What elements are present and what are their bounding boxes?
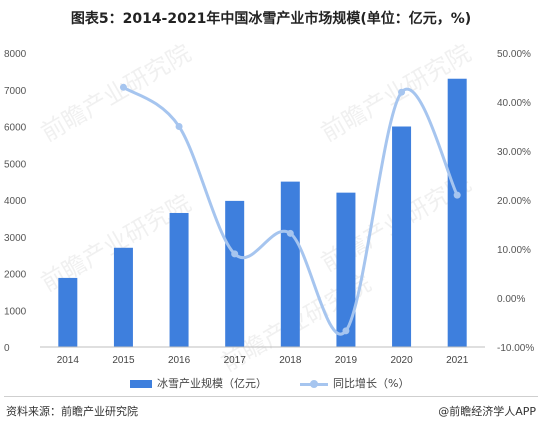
right-tick-label: 30.00% bbox=[497, 147, 531, 158]
left-tick-label: 8000 bbox=[4, 49, 27, 60]
bar-2019 bbox=[336, 192, 356, 347]
left-tick-label: 4000 bbox=[4, 196, 27, 207]
x-tick-label: 2021 bbox=[446, 355, 469, 366]
right-y-axis: -10.00% 0.00% 10.00% 20.00% 30.00% 40.00% 50.0… bbox=[497, 49, 534, 354]
left-tick-label: 7000 bbox=[4, 86, 27, 97]
source-note: 资料来源：前瞻产业研究院 bbox=[6, 405, 138, 418]
combo-chart: 前瞻产业研究院前瞻产业研究院前瞻产业研究院前瞻产业研究院前瞻产业研究院 0100… bbox=[4, 39, 534, 372]
growth-point-2020 bbox=[398, 88, 406, 96]
bar-2015 bbox=[113, 247, 133, 347]
chart-title: 图表5：2014-2021年中国冰雪产业市场规模(单位：亿元，%) bbox=[70, 11, 472, 27]
bar-2018 bbox=[280, 181, 300, 347]
growth-point-2019 bbox=[342, 327, 350, 335]
x-tick-label: 2016 bbox=[168, 355, 191, 366]
x-tick-label: 2015 bbox=[112, 355, 135, 366]
left-y-axis: 0 1000 2000 3000 4000 5000 6000 7000 8000 bbox=[4, 49, 27, 354]
x-tick-label: 2020 bbox=[390, 355, 413, 366]
right-tick-label: -10.00% bbox=[497, 343, 534, 354]
footer-divider bbox=[4, 396, 538, 397]
watermark-text: 前瞻产业研究院 bbox=[36, 39, 195, 147]
growth-point-2016 bbox=[175, 123, 183, 130]
left-tick-label: 5000 bbox=[4, 159, 27, 170]
x-axis: 2014 2015 2016 2017 2018 2019 2020 2021 bbox=[40, 346, 485, 366]
growth-line-series bbox=[119, 83, 461, 336]
right-tick-label: 0.00% bbox=[497, 294, 525, 305]
left-tick-label: 6000 bbox=[4, 123, 27, 134]
growth-point-2017 bbox=[231, 250, 239, 258]
legend-bar-label: 冰雪产业规模（亿元） bbox=[157, 377, 267, 390]
right-tick-label: 20.00% bbox=[497, 196, 531, 207]
legend-bar-swatch bbox=[130, 380, 152, 388]
bar-2020 bbox=[392, 126, 412, 347]
x-tick-label: 2018 bbox=[279, 355, 302, 366]
growth-point-2021 bbox=[453, 191, 461, 199]
left-tick-label: 3000 bbox=[4, 233, 27, 244]
legend-line-item: 同比增长（%） bbox=[300, 375, 409, 391]
left-tick-label: 0 bbox=[4, 343, 10, 354]
x-tick-label: 2014 bbox=[57, 355, 80, 366]
bar-2017 bbox=[225, 200, 245, 347]
legend-line-label: 同比增长（%） bbox=[333, 377, 410, 390]
left-tick-label: 1000 bbox=[4, 306, 27, 317]
bar-2014 bbox=[58, 277, 78, 347]
bar-2016 bbox=[169, 212, 189, 347]
x-tick-label: 2019 bbox=[335, 355, 358, 366]
legend-bar-item: 冰雪产业规模（亿元） bbox=[130, 375, 267, 391]
left-tick-label: 2000 bbox=[4, 270, 27, 281]
growth-point-2015 bbox=[119, 83, 127, 91]
bar-series bbox=[58, 78, 467, 347]
legend-line-swatch bbox=[300, 379, 328, 388]
right-tick-label: 40.00% bbox=[497, 98, 531, 109]
x-tick-label: 2017 bbox=[224, 355, 247, 366]
growth-point-2018 bbox=[286, 229, 294, 237]
right-tick-label: 10.00% bbox=[497, 245, 531, 256]
bar-2021 bbox=[447, 78, 467, 347]
brand-credit: @前瞻经济学人APP bbox=[438, 405, 536, 418]
right-tick-label: 50.00% bbox=[497, 49, 531, 60]
